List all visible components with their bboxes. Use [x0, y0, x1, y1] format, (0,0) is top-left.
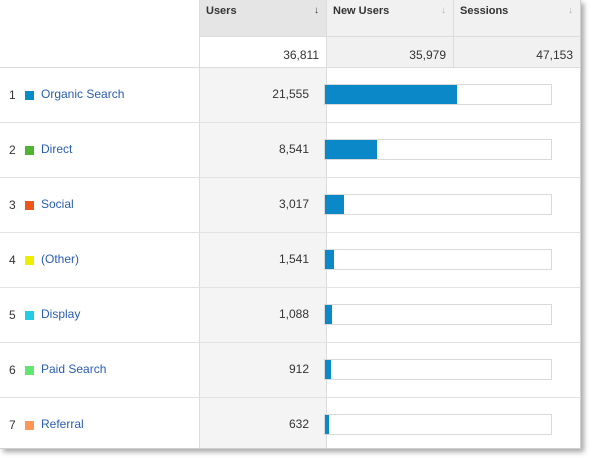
users-bar [325, 195, 344, 214]
column-header-new-users[interactable]: New Users ↓ [326, 0, 453, 37]
legend-swatch [25, 256, 34, 265]
legend-swatch [25, 201, 34, 210]
users-bar [325, 415, 329, 434]
row-number: 6 [9, 363, 16, 377]
row-number: 7 [9, 418, 16, 432]
report-table: Users ↓ New Users ↓ Sessions ↓ 36,811 35… [0, 0, 581, 449]
column-header-users-label: Users [206, 5, 237, 17]
sort-arrow-icon[interactable]: ↓ [568, 5, 573, 16]
table-row: 2 Direct 8,541 [0, 123, 580, 178]
users-value: 8,541 [278, 142, 309, 156]
legend-swatch [25, 421, 34, 430]
totals-blank-cell [0, 37, 199, 68]
totals-users-cell: 36,811 [199, 37, 326, 68]
column-header-sessions-label: Sessions [460, 5, 509, 17]
users-value: 21,555 [272, 87, 309, 101]
totals-new-users-cell: 35,979 [326, 37, 453, 68]
header-blank-cell [0, 0, 199, 37]
totals-sessions-value: 47,153 [536, 48, 573, 62]
sort-desc-icon[interactable]: ↓ [314, 5, 319, 16]
row-number: 3 [9, 198, 16, 212]
table-row: 4 (Other) 1,541 [0, 233, 580, 288]
totals-new-users-value: 35,979 [409, 48, 446, 62]
totals-users-value: 36,811 [283, 48, 319, 62]
legend-swatch [25, 91, 34, 100]
channel-link[interactable]: (Other) [41, 252, 80, 266]
channel-link[interactable]: Paid Search [41, 362, 107, 376]
users-bar [325, 140, 377, 159]
bar-track [324, 359, 552, 380]
channel-link[interactable]: Referral [41, 417, 84, 431]
users-value: 632 [288, 417, 309, 431]
users-value: 1,088 [278, 307, 309, 321]
users-bar [325, 250, 334, 269]
channel-link[interactable]: Direct [41, 142, 73, 156]
bar-track [324, 414, 552, 435]
legend-swatch [25, 146, 34, 155]
table-row: 1 Organic Search 21,555 [0, 68, 580, 123]
bar-track [324, 139, 552, 160]
row-number: 5 [9, 308, 16, 322]
channel-link[interactable]: Social [41, 197, 74, 211]
table-row: 6 Paid Search 912 [0, 343, 580, 398]
totals-sessions-cell: 47,153 [453, 37, 580, 68]
users-column-background [199, 68, 327, 448]
bar-track [324, 249, 552, 270]
bar-track [324, 194, 552, 215]
legend-swatch [25, 366, 34, 375]
bar-track [324, 304, 552, 325]
sort-arrow-icon[interactable]: ↓ [441, 5, 446, 16]
channel-link[interactable]: Organic Search [41, 87, 125, 101]
users-bar [325, 85, 457, 104]
bar-track [324, 84, 552, 105]
row-number: 2 [9, 143, 16, 157]
column-header-sessions[interactable]: Sessions ↓ [453, 0, 580, 37]
column-header-users[interactable]: Users ↓ [199, 0, 326, 37]
row-number: 1 [9, 88, 16, 102]
users-value: 912 [288, 362, 309, 376]
users-value: 3,017 [278, 197, 309, 211]
table-row: 5 Display 1,088 [0, 288, 580, 343]
table-row: 7 Referral 632 [0, 398, 580, 448]
users-bar [325, 305, 332, 324]
users-value: 1,541 [278, 252, 309, 266]
table-row: 3 Social 3,017 [0, 178, 580, 233]
column-header-new-users-label: New Users [333, 5, 390, 17]
channel-link[interactable]: Display [41, 307, 81, 321]
row-number: 4 [9, 253, 16, 267]
legend-swatch [25, 311, 34, 320]
users-bar [325, 360, 331, 379]
